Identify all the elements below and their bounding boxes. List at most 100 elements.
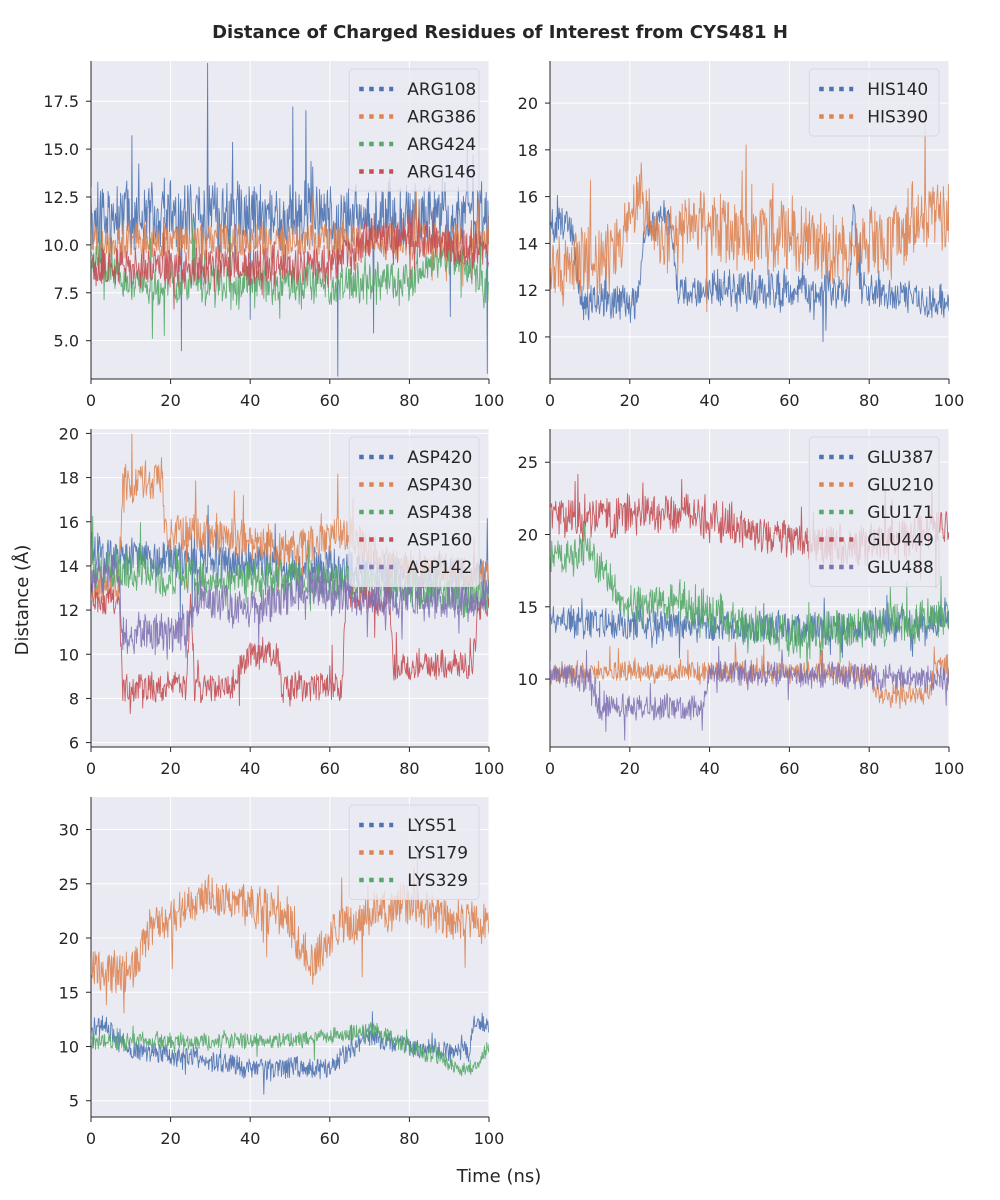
series-line-his390: [550, 120, 949, 313]
panel-lys: 0 20 40 60 80 100 5 10 15 20 25 30 LYS51 LYS179 LYS329: [59, 797, 505, 1148]
legend-label: ARG424: [407, 135, 476, 155]
legend-label: LYS329: [407, 871, 468, 891]
legend: HIS140 HIS390: [808, 68, 940, 137]
x-tick-label: 40: [240, 759, 260, 778]
y-tick-label: 7.5: [54, 284, 79, 303]
x-tick-label: 60: [320, 759, 340, 778]
y-tick-label: 12.5: [43, 188, 79, 207]
x-tick-label: 0: [86, 391, 96, 410]
series-line-asp438: [91, 515, 489, 618]
x-tick-label: 0: [86, 1129, 96, 1148]
x-tick-label: 0: [545, 759, 555, 778]
series-line-arg386: [91, 191, 489, 287]
y-axis-label: Distance (Å): [11, 545, 33, 656]
y-tick-label: 16: [518, 188, 538, 207]
x-tick-label: 0: [545, 391, 555, 410]
legend: ASP420 ASP430 ASP438 ASP160 ASP142: [348, 436, 480, 587]
y-tick-label: 6: [69, 734, 79, 753]
y-tick-label: 18: [518, 141, 538, 160]
legend-label: LYS51: [407, 816, 457, 836]
legend-box: [348, 436, 480, 587]
x-tick-label: 20: [160, 759, 180, 778]
y-tick-label: 10: [59, 645, 79, 664]
panel-his: 0 20 40 60 80 100 10 12 14 16 18 20 HIS140 HIS390: [518, 61, 965, 410]
x-tick-label: 60: [779, 759, 799, 778]
legend-label: HIS390: [867, 108, 928, 128]
x-tick-label: 20: [620, 391, 640, 410]
x-tick-label: 100: [934, 391, 965, 410]
x-axis-label: Time (ns): [456, 1166, 542, 1187]
y-tick-label: 20: [59, 424, 79, 443]
legend-label: ASP430: [407, 476, 472, 496]
series-line-arg108: [91, 62, 489, 377]
x-tick-label: 80: [399, 391, 419, 410]
x-tick-label: 40: [240, 391, 260, 410]
legend-label: GLU387: [867, 448, 934, 468]
series-line-asp142: [91, 554, 489, 660]
y-tick-label: 5.0: [54, 332, 79, 351]
legend-label: ASP420: [407, 448, 472, 468]
legend-label: ASP142: [407, 558, 472, 578]
legend: ARG108 ARG386 ARG424 ARG146: [348, 68, 480, 192]
y-tick-label: 12: [518, 281, 538, 300]
legend-label: ASP438: [407, 503, 472, 523]
x-tick-label: 80: [399, 1129, 419, 1148]
y-tick-label: 16: [59, 513, 79, 532]
y-tick-label: 10.0: [43, 236, 79, 255]
series-line-glu488: [550, 646, 949, 741]
y-tick-label: 8: [69, 689, 79, 708]
y-tick-label: 30: [59, 821, 79, 840]
x-tick-label: 40: [699, 759, 719, 778]
legend-label: ARG108: [407, 80, 476, 100]
legend-label: ARG146: [407, 163, 476, 183]
y-tick-label: 25: [59, 875, 79, 894]
y-tick-label: 10: [518, 328, 538, 347]
legend-label: GLU449: [867, 531, 934, 551]
legend-box: [808, 436, 940, 587]
y-tick-label: 15.0: [43, 140, 79, 159]
x-tick-label: 20: [160, 391, 180, 410]
y-tick-label: 10: [518, 670, 538, 689]
y-tick-label: 14: [518, 234, 538, 253]
y-tick-label: 20: [59, 929, 79, 948]
series-line-glu171: [550, 519, 949, 673]
y-tick-label: 17.5: [43, 92, 79, 111]
x-tick-label: 60: [320, 1129, 340, 1148]
series-line-lys329: [91, 1022, 489, 1077]
x-tick-label: 40: [240, 1129, 260, 1148]
legend: LYS51 LYS179 LYS329: [348, 804, 480, 900]
legend-label: ASP160: [407, 531, 472, 551]
legend-label: ARG386: [407, 108, 476, 128]
x-tick-label: 100: [474, 759, 505, 778]
legend-label: GLU210: [867, 476, 934, 496]
y-tick-label: 12: [59, 601, 79, 620]
x-tick-label: 100: [474, 391, 505, 410]
y-tick-label: 20: [518, 526, 538, 545]
legend: GLU387 GLU210 GLU171 GLU449 GLU488: [808, 436, 940, 587]
y-tick-label: 18: [59, 469, 79, 488]
x-tick-label: 100: [474, 1129, 505, 1148]
x-tick-label: 80: [859, 391, 879, 410]
series-line-lys179: [91, 852, 489, 1014]
y-tick-label: 14: [59, 557, 79, 576]
legend-label: GLU171: [867, 503, 934, 523]
series-lines: [550, 120, 949, 343]
y-tick-label: 5: [69, 1092, 79, 1111]
legend-label: HIS140: [867, 80, 928, 100]
x-tick-label: 40: [699, 391, 719, 410]
x-tick-label: 0: [86, 759, 96, 778]
legend-box: [348, 68, 480, 192]
x-tick-label: 100: [934, 759, 965, 778]
y-tick-label: 15: [59, 983, 79, 1002]
series-line-asp160: [91, 556, 489, 715]
figure-title: Distance of Charged Residues of Interest…: [212, 22, 788, 43]
series-line-glu210: [550, 641, 949, 709]
x-tick-label: 80: [859, 759, 879, 778]
x-tick-label: 20: [160, 1129, 180, 1148]
panel-arg: 0 20 40 60 80 100 5.0 7.5 10.0 12.5 15.0 17.5 ARG108…: [43, 61, 504, 410]
legend-box: [348, 804, 480, 900]
series-lines: [91, 852, 489, 1095]
panel-asp: 0 20 40 60 80 10068101214161820ASP420ASP430AS…: [59, 424, 505, 778]
